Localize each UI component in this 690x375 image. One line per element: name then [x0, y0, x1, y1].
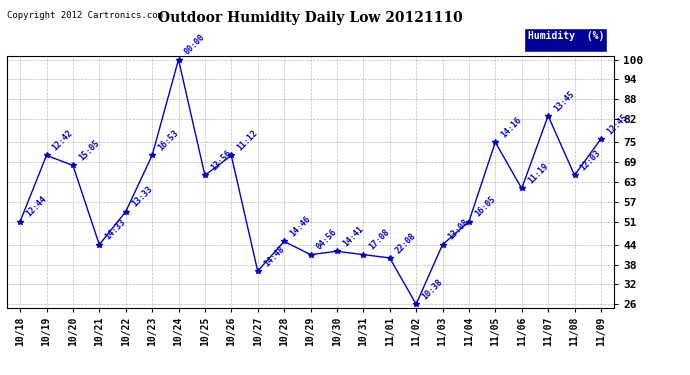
Text: Copyright 2012 Cartronics.com: Copyright 2012 Cartronics.com — [7, 11, 163, 20]
Text: 12:44: 12:44 — [24, 195, 48, 219]
Text: Outdoor Humidity Daily Low 20121110: Outdoor Humidity Daily Low 20121110 — [158, 11, 463, 25]
Text: 13:45: 13:45 — [552, 89, 576, 113]
Text: 00:00: 00:00 — [183, 33, 207, 57]
Text: 12:03: 12:03 — [579, 148, 602, 172]
Text: 13:56: 13:56 — [209, 148, 233, 172]
Text: 14:41: 14:41 — [341, 225, 365, 249]
Text: 12:42: 12:42 — [50, 129, 75, 153]
Text: 14:33: 14:33 — [104, 218, 128, 242]
Text: 14:48: 14:48 — [262, 244, 286, 268]
Text: 17:08: 17:08 — [368, 228, 391, 252]
Text: 14:46: 14:46 — [288, 214, 313, 238]
Text: 16:53: 16:53 — [156, 129, 180, 153]
Text: 13:33: 13:33 — [130, 185, 154, 209]
Text: 16:05: 16:05 — [473, 195, 497, 219]
Text: 10:38: 10:38 — [420, 278, 444, 302]
Text: 12:45: 12:45 — [605, 112, 629, 136]
Text: 15:05: 15:05 — [77, 138, 101, 163]
Text: 22:08: 22:08 — [394, 231, 418, 255]
Text: 14:16: 14:16 — [500, 116, 524, 140]
Text: 13:08: 13:08 — [446, 218, 471, 242]
Text: 04:56: 04:56 — [315, 228, 339, 252]
Text: 11:12: 11:12 — [235, 129, 259, 153]
Text: Humidity  (%): Humidity (%) — [528, 31, 604, 41]
Text: 11:19: 11:19 — [526, 162, 550, 186]
